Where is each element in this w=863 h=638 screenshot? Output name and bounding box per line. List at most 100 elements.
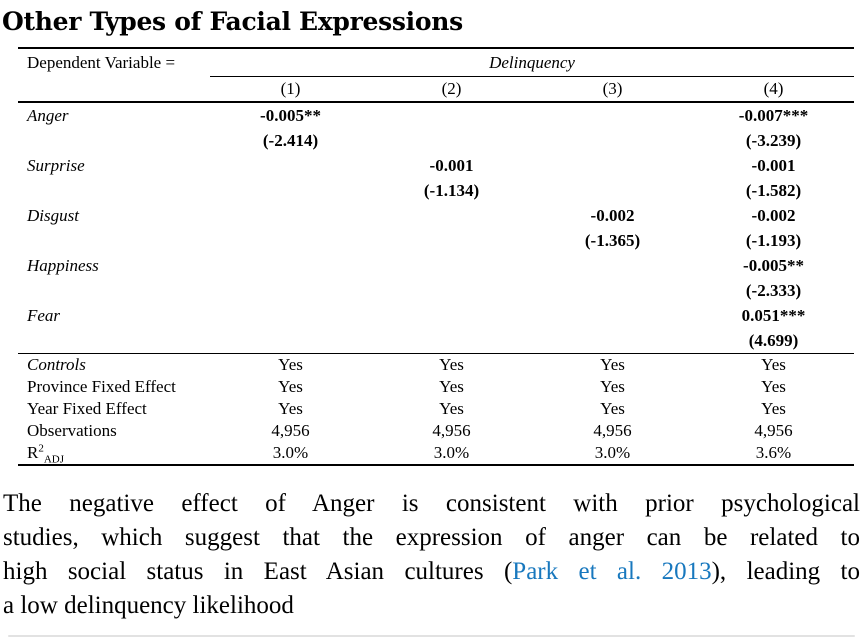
cell — [532, 102, 693, 128]
page-title: Other Types of Facial Expressions — [2, 7, 463, 36]
cell: (-3.239) — [745, 131, 802, 150]
table-row-surprise-tstat: (-1.134) (-1.582) — [18, 178, 854, 203]
slide: Other Types of Facial Expressions Depend… — [2, 7, 861, 623]
cell — [532, 278, 693, 303]
cell — [210, 228, 371, 253]
cell: -0.005** — [743, 256, 804, 275]
dependent-variable-label: Dependent Variable = — [27, 53, 176, 73]
cell: -0.005** — [260, 106, 321, 125]
regression-table: Dependent Variable = Delinquency (1) (2)… — [18, 47, 855, 466]
table-row-observations: Observations 4,956 4,956 4,956 4,956 — [18, 420, 854, 442]
row-label: Controls — [18, 353, 210, 376]
cell — [210, 253, 371, 278]
table-row-fear-coef: Fear 0.051*** — [18, 303, 854, 328]
table-row-happiness-tstat: (-2.333) — [18, 278, 854, 303]
cell — [532, 303, 693, 328]
cell: Yes — [600, 377, 625, 396]
cell — [371, 102, 532, 128]
dependent-variable-value: Delinquency — [210, 48, 855, 77]
cell: (-1.193) — [745, 231, 802, 250]
row-label: Anger — [27, 106, 69, 125]
cell — [532, 128, 693, 153]
cell — [371, 328, 532, 354]
table-row-year-fe: Year Fixed Effect Yes Yes Yes Yes — [18, 398, 854, 420]
row-label — [18, 128, 210, 153]
row-label: Surprise — [27, 156, 85, 175]
cell — [532, 253, 693, 278]
column-header-spacer — [18, 76, 210, 103]
cell — [371, 228, 532, 253]
column-header-row: (1) (2) (3) (4) — [18, 76, 855, 103]
table-row-disgust-coef: Disgust -0.002 -0.002 — [18, 203, 854, 228]
cell: Yes — [210, 353, 371, 376]
cell — [532, 328, 693, 354]
cell: Yes — [693, 353, 855, 376]
row-label: Disgust — [27, 206, 79, 225]
table-row-anger-coef: Anger -0.005** -0.007*** — [18, 102, 854, 128]
table-row-province-fe: Province Fixed Effect Yes Yes Yes Yes — [18, 376, 854, 398]
column-header: (3) — [532, 76, 693, 103]
cell: Yes — [278, 377, 303, 396]
cell — [210, 328, 371, 354]
dependent-variable-row: Dependent Variable = Delinquency — [18, 48, 855, 77]
row-label — [18, 228, 210, 253]
cell: 4,956 — [754, 421, 793, 440]
cell: 3.6% — [755, 443, 792, 462]
cell: 4,956 — [593, 421, 632, 440]
cell: (4.699) — [748, 331, 799, 350]
cell — [371, 128, 532, 153]
cell: Yes — [439, 377, 464, 396]
cell: Yes — [600, 399, 625, 418]
row-label: Year Fixed Effect — [27, 399, 147, 418]
cell: (-1.365) — [584, 231, 641, 250]
cell — [210, 278, 371, 303]
caption-line-3: high social status in East Asian culture… — [3, 555, 860, 589]
cell: -0.007*** — [738, 106, 809, 125]
r2-superscript: 2 — [38, 442, 44, 455]
caption-line-3-before: high social status in East Asian culture… — [3, 558, 513, 585]
cell: 3.0% — [433, 443, 470, 462]
row-label: Observations — [27, 421, 117, 440]
cell: -0.002 — [751, 206, 796, 225]
cell: (-2.333) — [745, 281, 802, 300]
caption-paragraph: The negative effect of Anger is consiste… — [2, 487, 861, 623]
caption-line-2: studies, which suggest that the expressi… — [3, 524, 860, 551]
table-row-fear-tstat: (4.699) — [18, 328, 854, 354]
cell: Yes — [439, 399, 464, 418]
cell: Yes — [371, 353, 532, 376]
row-label — [18, 178, 210, 203]
cell: (-2.414) — [262, 131, 319, 150]
cell: -0.001 — [751, 156, 796, 175]
cell: -0.001 — [429, 156, 474, 175]
row-label — [18, 328, 210, 354]
cell: 0.051*** — [741, 306, 806, 325]
cell: 4,956 — [271, 421, 310, 440]
table-row-happiness-coef: Happiness -0.005** — [18, 253, 854, 278]
row-label: Province Fixed Effect — [27, 377, 176, 396]
cell: (-1.582) — [745, 181, 802, 200]
citation-link[interactable]: Park et al. 2013 — [512, 558, 712, 585]
cell: Yes — [278, 399, 303, 418]
cell — [532, 153, 693, 178]
table-row-disgust-tstat: (-1.365) (-1.193) — [18, 228, 854, 253]
slide-bottom-edge — [8, 635, 855, 637]
column-header: (2) — [371, 76, 532, 103]
caption-line-3-after: ), leading to — [711, 558, 860, 585]
table-row-anger-tstat: (-2.414) (-3.239) — [18, 128, 854, 153]
cell: 4,956 — [432, 421, 471, 440]
caption-line-4: a low delinquency likelihood — [3, 592, 294, 619]
row-label: Fear — [27, 306, 61, 325]
cell — [210, 303, 371, 328]
row-label — [18, 278, 210, 303]
cell — [210, 203, 371, 228]
cell — [210, 178, 371, 203]
cell — [371, 253, 532, 278]
cell: 3.0% — [272, 443, 309, 462]
cell — [371, 278, 532, 303]
caption-line-1: The negative effect of Anger is consiste… — [3, 490, 860, 517]
cell — [371, 203, 532, 228]
cell: 3.0% — [594, 443, 631, 462]
table-row-r2adj: R2ADJ 3.0% 3.0% 3.0% 3.6% — [18, 442, 854, 465]
r2-base: R — [27, 443, 39, 462]
cell: Yes — [761, 377, 786, 396]
